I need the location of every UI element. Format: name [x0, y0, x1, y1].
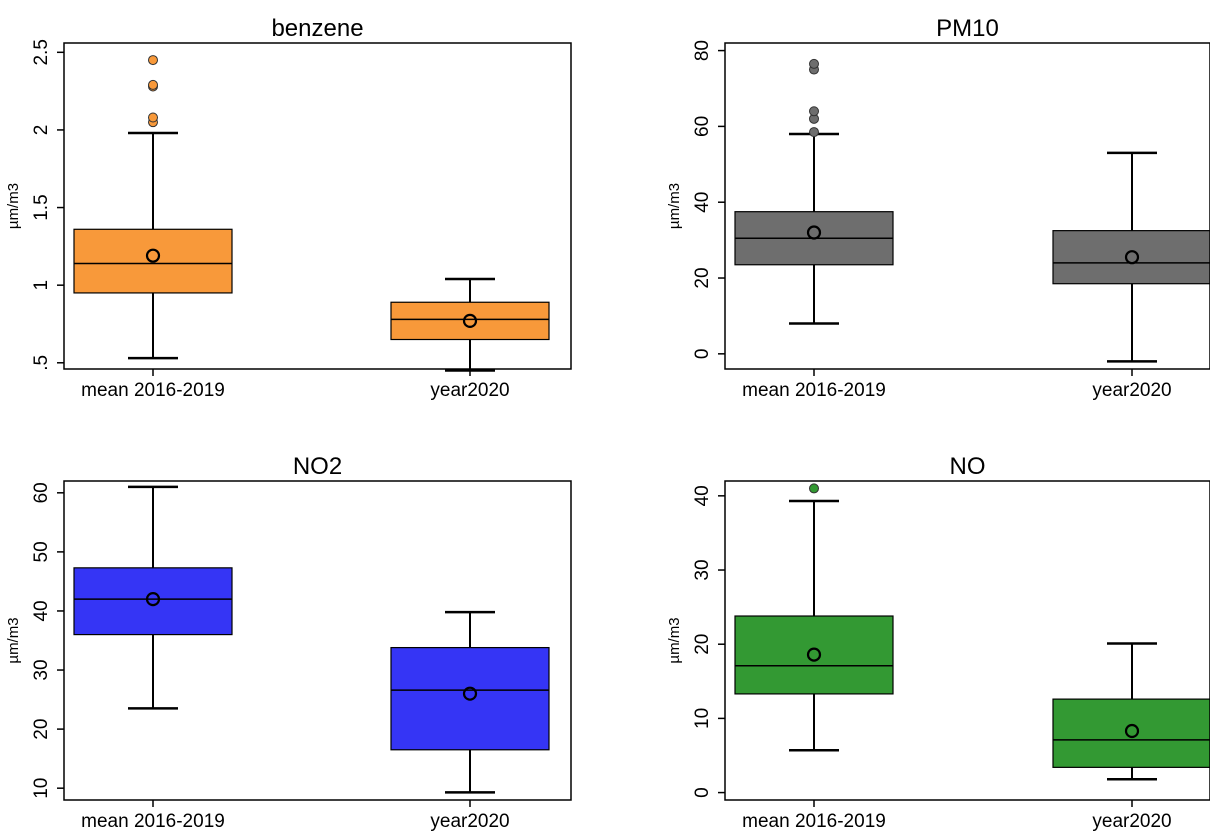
outlier-point	[809, 127, 819, 138]
iqr-box	[390, 646, 550, 751]
box-year2020	[1052, 151, 1210, 363]
x-category-label: mean 2016-2019	[81, 380, 225, 401]
mean-marker	[1124, 723, 1140, 739]
chart-panel-benzene: benzene µm/m3 .5 1 1.5 2 2.5 mean 2016-2019 year…	[5, 15, 572, 401]
y-tick-label: 0	[692, 349, 713, 360]
y-tick-label: 0	[692, 787, 713, 798]
outlier-point	[809, 106, 819, 117]
y-tick-label: 20	[31, 719, 52, 740]
x-category-label: mean 2016-2019	[742, 380, 886, 401]
y-axis-label: µm/m3	[5, 183, 22, 229]
iqr-box	[1052, 698, 1210, 768]
iqr-box	[390, 301, 550, 341]
chart-title: PM10	[936, 15, 999, 42]
chart-title: NO2	[293, 453, 342, 480]
iqr-box	[1052, 230, 1210, 285]
outlier-point	[809, 58, 819, 69]
outlier-point	[148, 112, 158, 123]
y-tick-label: 30	[692, 559, 713, 580]
x-category-label: year2020	[1092, 811, 1171, 832]
box-mean-2016-2019	[73, 485, 233, 710]
plot-frame	[724, 42, 1210, 370]
chart-title: benzene	[271, 15, 363, 42]
outlier-point	[148, 79, 158, 90]
box-mean-2016-2019	[734, 58, 894, 325]
y-tick-label: 60	[692, 116, 713, 137]
y-axis-label: µm/m3	[666, 617, 683, 663]
x-category-label: mean 2016-2019	[742, 811, 886, 832]
iqr-box	[734, 615, 894, 695]
x-category-label: year2020	[1092, 380, 1171, 401]
outlier-point	[809, 483, 819, 494]
chart-title: NO	[950, 453, 986, 480]
y-tick-label: 1.5	[31, 194, 52, 220]
y-axis-label: µm/m3	[666, 183, 683, 229]
y-tick-label: 1	[31, 280, 52, 291]
mean-marker	[145, 592, 161, 607]
mean-marker	[145, 248, 161, 263]
y-tick-label: 50	[31, 541, 52, 562]
y-tick-label: 40	[692, 485, 713, 506]
outlier-point	[148, 55, 158, 66]
mean-marker	[806, 647, 822, 662]
y-tick-label: 40	[31, 600, 52, 621]
y-tick-label: 10	[692, 708, 713, 729]
plot-frame	[63, 480, 572, 801]
chart-panel-no2: NO2 µm/m3 10 20 30 40 50 60 mean 2016-2019 year20…	[5, 453, 572, 832]
y-tick-label: 60	[31, 482, 52, 503]
chart-panel-no: NO µm/m3 0 10 20 30 40 mean 2016-2019 year2020	[666, 453, 1210, 832]
box-year2020	[390, 610, 550, 794]
y-tick-label: 30	[31, 659, 52, 680]
mean-marker	[806, 225, 822, 240]
chart-panel-pm10: PM10 µm/m3 0 20 40 60 80 mean 2016-2019 year2020	[666, 15, 1210, 401]
y-tick-label: 20	[692, 634, 713, 655]
plot-frame	[724, 480, 1210, 801]
box-mean-2016-2019	[73, 55, 233, 360]
mean-marker	[462, 313, 478, 328]
box-year2020	[1052, 642, 1210, 781]
y-tick-label: 2	[31, 125, 52, 136]
y-tick-label: 40	[692, 192, 713, 213]
iqr-box	[73, 567, 233, 636]
mean-marker	[1124, 250, 1140, 265]
y-tick-label: .5	[31, 355, 52, 371]
x-category-label: year2020	[430, 811, 509, 832]
y-axis-label: µm/m3	[5, 617, 22, 663]
y-tick-label: 10	[31, 778, 52, 799]
y-tick-label: 20	[692, 267, 713, 288]
x-category-label: year2020	[430, 380, 509, 401]
x-category-label: mean 2016-2019	[81, 811, 225, 832]
box-year2020	[390, 277, 550, 372]
y-tick-label: 2.5	[31, 39, 52, 65]
plot-frame	[63, 42, 572, 370]
mean-marker	[462, 686, 478, 701]
box-mean-2016-2019	[734, 483, 894, 752]
y-tick-label: 80	[692, 40, 713, 61]
